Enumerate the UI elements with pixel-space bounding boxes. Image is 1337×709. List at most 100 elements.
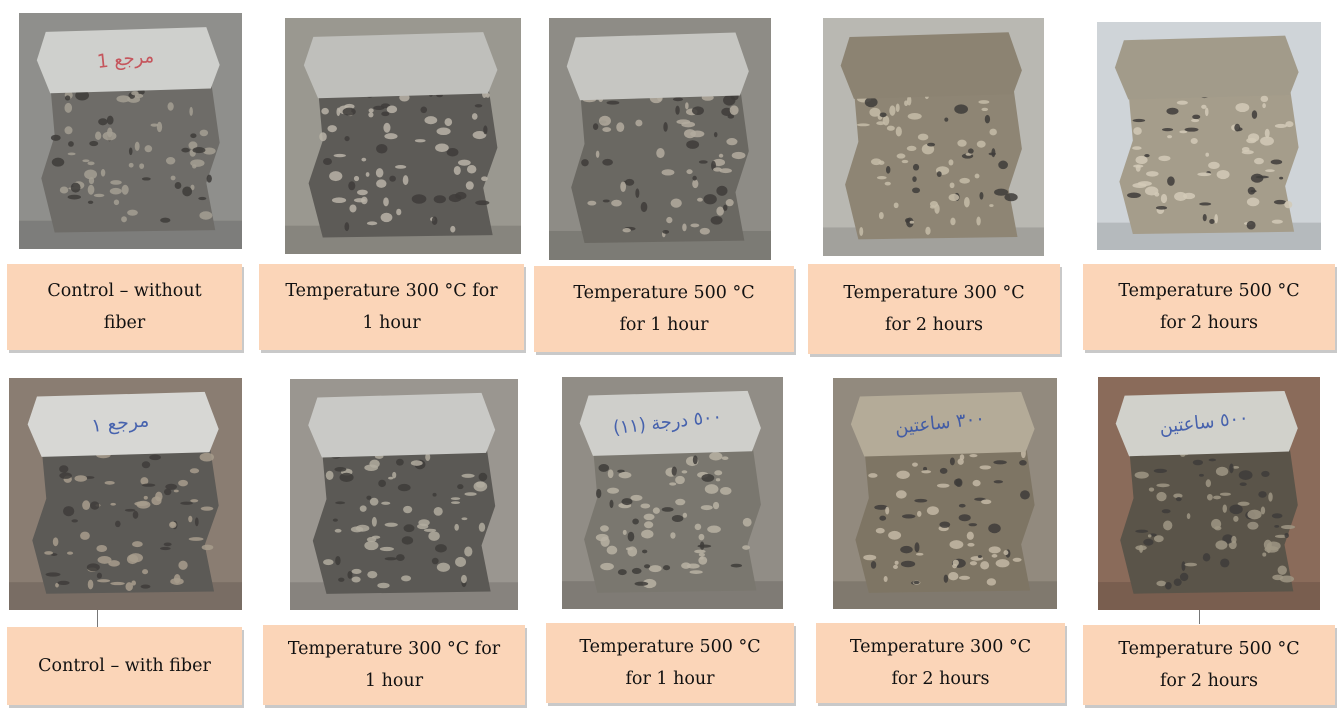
aggregate-speck bbox=[1166, 108, 1178, 115]
aggregate-speck bbox=[1216, 467, 1228, 476]
aggregate-speck bbox=[461, 517, 467, 520]
aggregate-speck bbox=[1247, 221, 1256, 230]
aggregate-speck bbox=[333, 519, 338, 522]
aggregate-speck bbox=[916, 553, 924, 556]
aggregate-speck bbox=[142, 177, 151, 180]
aggregate-speck bbox=[989, 129, 997, 136]
aggregate-speck bbox=[950, 218, 955, 226]
aggregate-speck bbox=[329, 171, 342, 181]
aggregate-speck bbox=[52, 158, 64, 167]
aggregate-speck bbox=[888, 531, 901, 540]
aggregate-speck bbox=[1199, 474, 1204, 477]
aggregate-speck bbox=[372, 517, 377, 527]
aggregate-speck bbox=[632, 519, 639, 525]
aggregate-speck bbox=[937, 171, 942, 177]
aggregate-speck bbox=[170, 578, 184, 585]
aggregate-speck bbox=[700, 557, 704, 560]
aggregate-speck bbox=[720, 487, 731, 495]
aggregate-speck bbox=[129, 163, 134, 168]
aggregate-speck bbox=[968, 148, 974, 153]
aggregate-speck bbox=[949, 159, 954, 165]
aggregate-speck bbox=[369, 108, 374, 112]
aggregate-speck bbox=[131, 581, 136, 586]
aggregate-speck bbox=[420, 107, 427, 114]
aggregate-speck bbox=[385, 523, 398, 527]
aggregate-speck bbox=[653, 507, 660, 513]
aggregate-speck bbox=[97, 579, 110, 582]
aggregate-speck bbox=[684, 129, 696, 138]
aggregate-speck bbox=[1262, 552, 1266, 556]
aggregate-speck bbox=[1143, 539, 1153, 546]
specimen-caption: Temperature 500 °C for 2 hours bbox=[1083, 264, 1335, 350]
aggregate-speck bbox=[969, 523, 978, 526]
aggregate-speck bbox=[876, 121, 885, 125]
aggregate-speck bbox=[349, 204, 356, 212]
aggregate-speck bbox=[865, 97, 878, 107]
aggregate-speck bbox=[1203, 553, 1211, 561]
aggregate-speck bbox=[455, 557, 466, 567]
aggregate-speck bbox=[475, 104, 483, 107]
aggregate-speck bbox=[622, 228, 630, 232]
aggregate-speck bbox=[681, 562, 691, 568]
aggregate-speck bbox=[699, 160, 708, 163]
aggregate-speck bbox=[97, 573, 102, 579]
aggregate-speck bbox=[1274, 200, 1286, 205]
aggregate-speck bbox=[165, 484, 177, 490]
aggregate-speck bbox=[719, 154, 723, 158]
aggregate-speck bbox=[901, 561, 915, 567]
connector-line bbox=[97, 610, 98, 628]
aggregate-speck bbox=[175, 182, 182, 189]
aggregate-speck bbox=[713, 502, 719, 509]
aggregate-speck bbox=[1149, 487, 1154, 491]
aggregate-speck bbox=[381, 213, 393, 222]
aggregate-speck bbox=[1223, 504, 1227, 512]
aggregate-speck bbox=[877, 176, 887, 179]
aggregate-speck bbox=[893, 565, 898, 569]
aggregate-speck bbox=[671, 199, 682, 208]
aggregate-speck bbox=[634, 582, 648, 586]
aggregate-speck bbox=[445, 118, 453, 126]
aggregate-speck bbox=[682, 470, 688, 473]
aggregate-speck bbox=[1262, 103, 1266, 108]
aggregate-speck bbox=[1179, 131, 1187, 134]
aggregate-speck bbox=[967, 543, 974, 547]
aggregate-speck bbox=[114, 199, 119, 205]
aggregate-speck bbox=[967, 532, 974, 540]
concrete-specimen-image: ٣٠٠ ساعتين bbox=[833, 378, 1057, 609]
aggregate-speck bbox=[68, 152, 76, 155]
aggregate-speck bbox=[1167, 135, 1172, 138]
aggregate-speck bbox=[917, 511, 921, 517]
aggregate-speck bbox=[64, 103, 72, 113]
aggregate-speck bbox=[1154, 192, 1159, 197]
aggregate-speck bbox=[1217, 170, 1230, 179]
aggregate-speck bbox=[457, 484, 463, 489]
aggregate-speck bbox=[116, 95, 130, 102]
aggregate-speck bbox=[376, 168, 384, 177]
aggregate-speck bbox=[479, 523, 485, 532]
aggregate-speck bbox=[925, 227, 930, 235]
aggregate-speck bbox=[127, 554, 138, 564]
aggregate-speck bbox=[600, 563, 614, 570]
specimen-photo bbox=[823, 18, 1044, 256]
aggregate-speck bbox=[1209, 219, 1214, 224]
aggregate-speck bbox=[1185, 128, 1199, 132]
aggregate-speck bbox=[599, 116, 611, 126]
aggregate-speck bbox=[1163, 521, 1172, 531]
connector-line bbox=[1199, 610, 1200, 624]
aggregate-speck bbox=[944, 117, 948, 121]
aggregate-speck bbox=[1132, 183, 1146, 188]
aggregate-speck bbox=[726, 199, 734, 206]
aggregate-speck bbox=[461, 474, 474, 478]
aggregate-speck bbox=[957, 140, 966, 147]
aggregate-speck bbox=[141, 584, 151, 588]
aggregate-speck bbox=[1135, 530, 1148, 533]
aggregate-speck bbox=[635, 120, 642, 127]
aggregate-speck bbox=[884, 576, 888, 582]
aggregate-speck bbox=[368, 112, 373, 117]
aggregate-speck bbox=[395, 165, 406, 169]
aggregate-speck bbox=[71, 183, 81, 193]
aggregate-speck bbox=[151, 123, 159, 126]
aggregate-speck bbox=[1187, 513, 1191, 519]
aggregate-speck bbox=[321, 108, 329, 115]
aggregate-speck bbox=[1275, 124, 1287, 128]
